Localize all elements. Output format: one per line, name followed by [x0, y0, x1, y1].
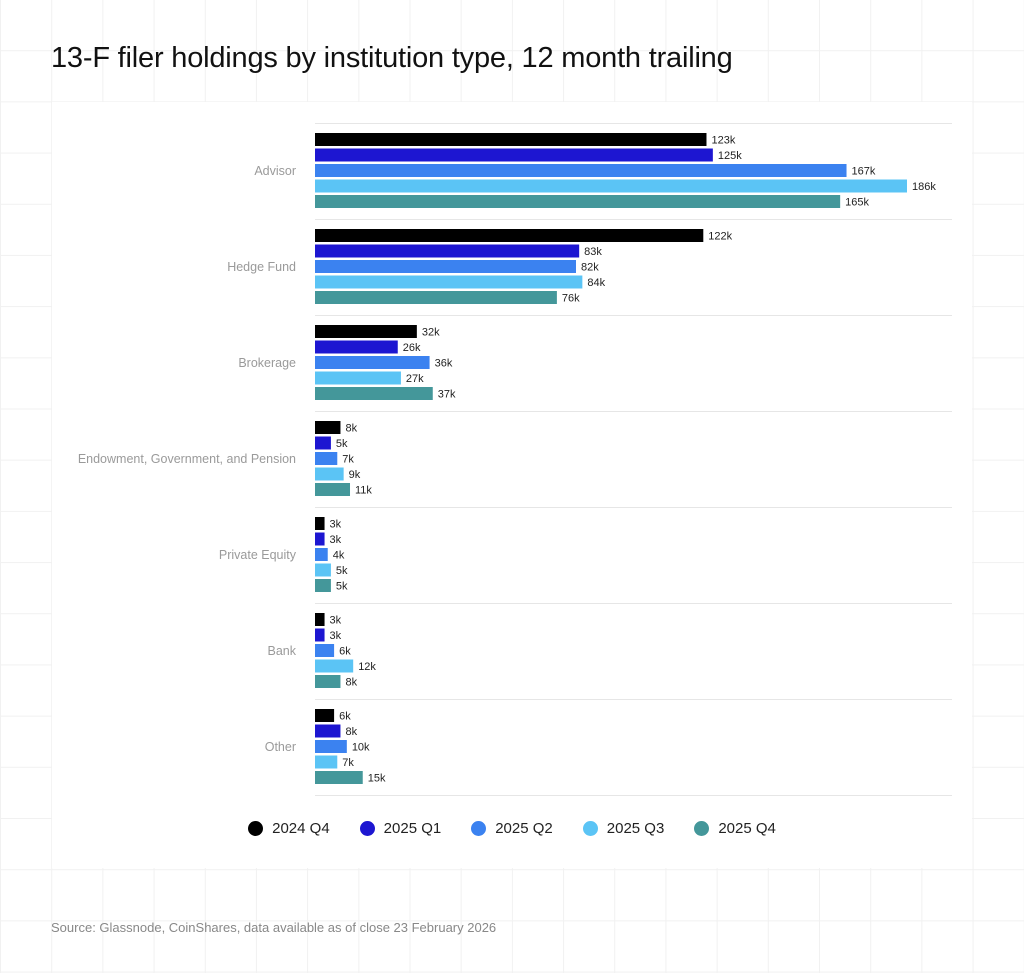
data-label: 6k: [339, 646, 351, 658]
data-label: 3k: [330, 519, 342, 531]
bar-2024-q4: [315, 229, 704, 242]
bar-2025-q4: [315, 195, 841, 208]
bar-2024-q4: [315, 709, 335, 722]
legend: 2024 Q4 2025 Q1 2025 Q2 2025 Q3 2025 Q4: [0, 820, 1024, 837]
data-label: 36k: [435, 358, 453, 370]
bar-2025-q1: [315, 340, 398, 354]
data-label: 26k: [403, 342, 421, 354]
legend-label: 2025 Q2: [495, 820, 553, 837]
bar-2025-q1: [315, 148, 713, 162]
data-label: 4k: [333, 550, 345, 562]
bar-2025-q1: [315, 724, 341, 738]
bar-2025-q3: [315, 563, 331, 577]
bar-2025-q4: [315, 675, 341, 688]
data-label: 8k: [345, 677, 357, 689]
category-label: Hedge Fund: [227, 260, 296, 274]
data-label: 3k: [330, 615, 342, 627]
legend-label: 2025 Q1: [383, 820, 442, 837]
bar-2025-q1: [315, 436, 331, 450]
bar-2025-q1: [315, 628, 325, 642]
data-label: 10k: [352, 742, 370, 754]
data-label: 7k: [342, 757, 354, 769]
data-label: 122k: [708, 231, 732, 243]
data-label: 27k: [406, 373, 424, 385]
data-label: 84k: [587, 277, 605, 289]
legend-item: 2025 Q2: [471, 820, 553, 837]
bar-2025-q2: [315, 260, 576, 273]
bar-2025-q3: [315, 755, 338, 769]
bar-2024-q4: [315, 421, 341, 434]
data-label: 12k: [358, 661, 376, 673]
bar-2024-q4: [315, 325, 417, 338]
legend-item: 2025 Q1: [359, 820, 442, 837]
bar-2025-q4: [315, 483, 351, 496]
bar-2025-q2: [315, 644, 335, 657]
bar-2025-q2: [315, 452, 338, 465]
legend-dot-icon: [694, 821, 710, 836]
legend-item: 2025 Q3: [582, 820, 665, 837]
category-label: Other: [265, 740, 296, 754]
data-label: 9k: [349, 469, 361, 481]
bar-2025-q3: [315, 179, 907, 193]
legend-label: 2024 Q4: [272, 820, 330, 837]
data-label: 32k: [422, 327, 440, 339]
bar-2025-q4: [315, 387, 433, 400]
bar-2025-q4: [315, 291, 557, 304]
bar-2024-q4: [315, 517, 325, 530]
data-label: 125k: [718, 150, 742, 162]
bar-2025-q4: [315, 771, 363, 784]
bar-2025-q2: [315, 548, 328, 561]
data-label: 6k: [339, 711, 351, 723]
bar-2025-q2: [315, 740, 347, 753]
bar-2025-q1: [315, 244, 580, 258]
bar-2025-q3: [315, 467, 344, 481]
legend-item: 2025 Q4: [694, 820, 776, 837]
data-label: 3k: [330, 630, 342, 642]
bar-2025-q3: [315, 275, 583, 289]
data-label: 15k: [368, 773, 386, 785]
data-label: 7k: [342, 454, 354, 466]
bar-2025-q3: [315, 371, 401, 385]
data-label: 37k: [438, 389, 456, 401]
category-label: Bank: [268, 644, 297, 658]
category-label: Brokerage: [238, 356, 296, 370]
bar-2025-q4: [315, 579, 331, 592]
data-label: 82k: [581, 262, 599, 274]
data-label: 83k: [584, 246, 602, 258]
data-label: 5k: [336, 438, 348, 450]
data-label: 186k: [912, 181, 936, 193]
data-label: 167k: [852, 166, 876, 178]
legend-dot-icon: [359, 821, 375, 836]
category-label: Private Equity: [219, 548, 297, 562]
data-label: 11k: [355, 485, 372, 497]
bar-2025-q2: [315, 356, 430, 369]
bar-2025-q2: [315, 164, 847, 177]
data-label: 8k: [345, 423, 357, 435]
data-label: 8k: [345, 726, 357, 738]
legend-item: 2024 Q4: [248, 820, 330, 837]
bar-2024-q4: [315, 613, 325, 626]
data-label: 5k: [336, 565, 348, 577]
source-note: Source: Glassnode, CoinShares, data avai…: [51, 920, 497, 935]
category-label: Advisor: [254, 164, 296, 178]
data-label: 76k: [562, 293, 580, 305]
chart-title: 13-F filer holdings by institution type,…: [51, 42, 733, 74]
data-label: 5k: [336, 581, 348, 593]
legend-label: 2025 Q3: [606, 820, 665, 837]
legend-dot-icon: [582, 821, 598, 836]
category-label: Endowment, Government, and Pension: [78, 452, 296, 466]
legend-dot-icon: [248, 821, 264, 836]
bar-2025-q1: [315, 532, 325, 546]
data-label: 165k: [845, 197, 869, 209]
data-label: 123k: [711, 135, 735, 147]
bar-2025-q3: [315, 659, 354, 673]
legend-label: 2025 Q4: [718, 820, 776, 837]
legend-dot-icon: [471, 821, 487, 836]
data-label: 3k: [330, 534, 342, 546]
bar-2024-q4: [315, 133, 707, 146]
